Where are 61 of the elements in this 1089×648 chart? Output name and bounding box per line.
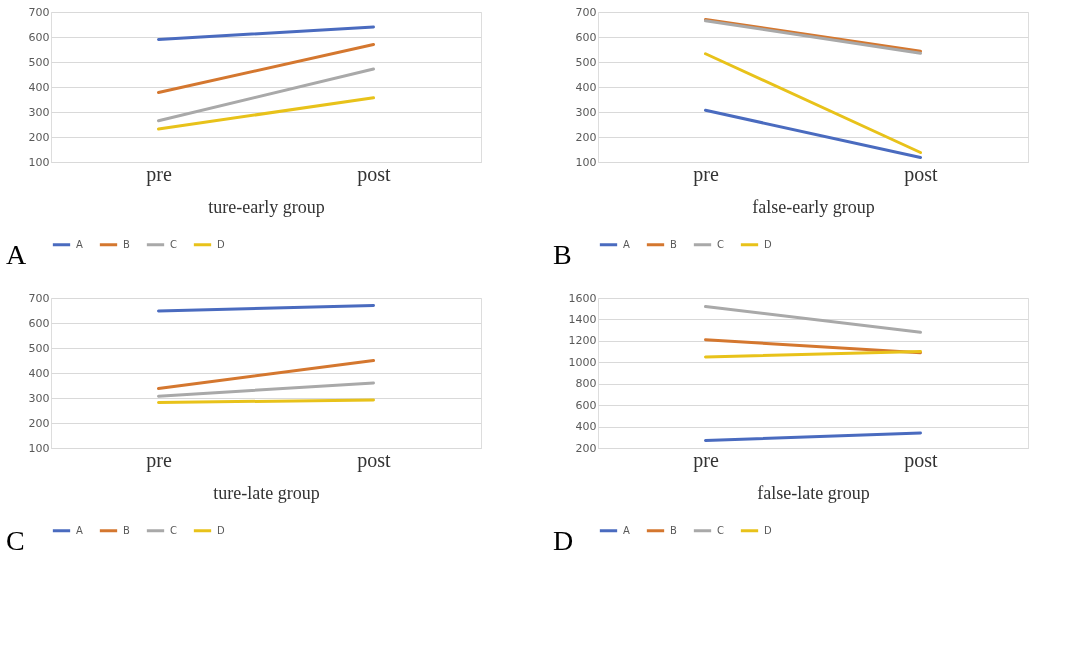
text: A [6, 239, 27, 270]
y-tick-label: 600 [575, 30, 597, 44]
x-tick-label: pre [146, 448, 172, 472]
y-tick-label: 700 [575, 5, 597, 19]
text: B [553, 239, 572, 270]
y-tick-label: 1400 [568, 312, 597, 326]
y-tick-label: 1600 [568, 291, 597, 305]
y-tick-label: 1200 [568, 334, 597, 348]
x-tick-label: post [904, 448, 939, 472]
y-tick-label: 700 [28, 291, 50, 305]
x-tick-label: pre [693, 448, 719, 472]
x-tick-label: post [357, 448, 392, 472]
legend-label: A [623, 238, 630, 250]
legend-label: A [623, 524, 630, 536]
x-tick-label: post [357, 162, 392, 186]
y-tick-label: 600 [28, 316, 50, 330]
y-tick-label: 100 [28, 441, 50, 455]
x-tick-label: post [904, 162, 939, 186]
legend-label: A [76, 238, 83, 250]
text: C [6, 525, 25, 556]
y-tick-label: 200 [28, 130, 50, 144]
y-tick-label: 300 [575, 105, 597, 119]
legend-label: D [764, 524, 772, 536]
legend-label: B [123, 524, 130, 536]
x-axis-title: false-late group [757, 482, 870, 503]
text: D [553, 525, 574, 556]
y-tick-label: 500 [28, 55, 50, 69]
legend-label: C [717, 524, 724, 536]
x-axis-title: ture-early group [208, 196, 325, 217]
x-tick-label: pre [146, 162, 172, 186]
y-tick-label: 500 [575, 55, 597, 69]
y-tick-label: 600 [575, 398, 597, 412]
legend-label: B [123, 238, 130, 250]
y-tick-label: 200 [28, 416, 50, 430]
x-tick-label: pre [693, 162, 719, 186]
y-tick-label: 200 [575, 130, 597, 144]
legend-label: D [764, 238, 772, 250]
legend-label: C [717, 238, 724, 250]
legend-label: C [170, 524, 177, 536]
legend-label: B [670, 524, 677, 536]
x-axis-title: ture-late group [213, 482, 320, 503]
y-tick-label: 100 [28, 155, 50, 169]
legend-label: B [670, 238, 677, 250]
y-tick-label: 100 [575, 155, 597, 169]
legend-label: D [217, 524, 225, 536]
y-tick-label: 500 [28, 341, 50, 355]
y-tick-label: 600 [28, 30, 50, 44]
y-tick-label: 200 [575, 441, 597, 455]
y-tick-label: 800 [575, 377, 597, 391]
legend-label: A [76, 524, 83, 536]
y-tick-label: 300 [28, 391, 50, 405]
y-tick-label: 400 [575, 420, 597, 434]
y-tick-label: 400 [575, 80, 597, 94]
y-tick-label: 300 [28, 105, 50, 119]
y-tick-label: 400 [28, 366, 50, 380]
legend-label: C [170, 238, 177, 250]
y-tick-label: 1000 [568, 355, 597, 369]
x-axis-title: false-early group [752, 196, 875, 217]
y-tick-label: 400 [28, 80, 50, 94]
legend-label: D [217, 238, 225, 250]
y-tick-label: 700 [28, 5, 50, 19]
